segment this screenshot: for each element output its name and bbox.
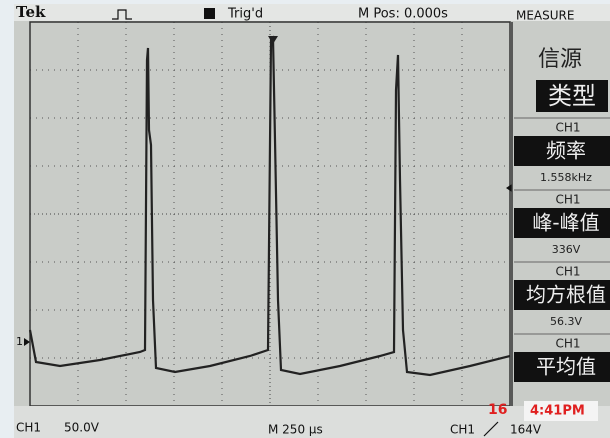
menu-type[interactable]: 类型 bbox=[548, 82, 596, 110]
brand: Tek bbox=[16, 3, 46, 21]
measure-label[interactable]: 平均值 bbox=[536, 355, 596, 379]
scope-screen: 1 Tek Trig'd M Pos: 0.000s MEASURE 信源 类型… bbox=[0, 0, 610, 438]
measure-value: 56.3V bbox=[550, 315, 582, 328]
trigger-icon bbox=[204, 8, 215, 19]
footer-channel: CH1 bbox=[16, 421, 41, 435]
measure-label[interactable]: 频率 bbox=[546, 139, 586, 163]
footer-trigger-source: CH1 bbox=[450, 423, 475, 437]
measure-value: 1.558kHz bbox=[540, 171, 592, 184]
footer-date: 16 bbox=[488, 402, 507, 418]
measure-label[interactable]: 均方根值 bbox=[526, 283, 606, 307]
footer-time: 4:41PM bbox=[530, 404, 585, 419]
measure-source[interactable]: CH1 bbox=[555, 121, 580, 135]
footer-trigger-level: 164V bbox=[510, 423, 542, 437]
menu-title: MEASURE bbox=[516, 9, 574, 23]
measure-source[interactable]: CH1 bbox=[555, 337, 580, 351]
footer-volts: 50.0V bbox=[64, 421, 100, 435]
measure-value: 336V bbox=[552, 243, 581, 256]
trigger-status: Trig'd bbox=[227, 7, 263, 22]
footer-timebase: M 250 µs bbox=[268, 423, 323, 437]
channel-marker: 1 bbox=[16, 335, 23, 348]
position: M Pos: 0.000s bbox=[358, 7, 448, 22]
menu-source[interactable]: 信源 bbox=[538, 47, 582, 72]
measure-source[interactable]: CH1 bbox=[555, 193, 580, 207]
measure-source[interactable]: CH1 bbox=[555, 265, 580, 279]
measure-label[interactable]: 峰-峰值 bbox=[532, 211, 599, 235]
